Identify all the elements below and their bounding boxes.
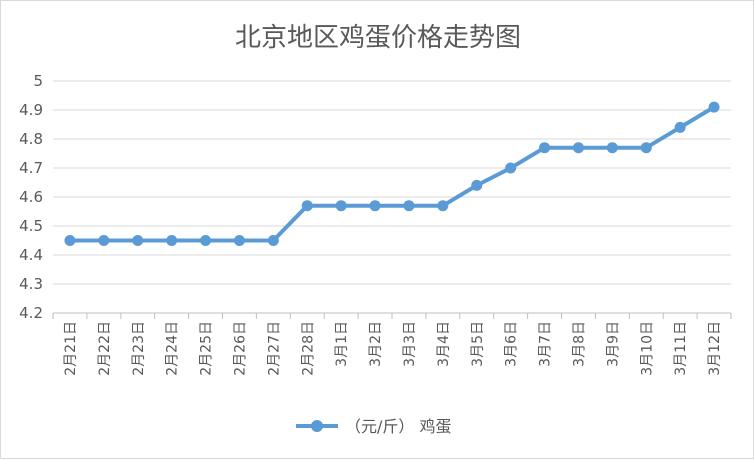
legend: （元/斤） 鸡蛋 — [296, 417, 451, 436]
series-layer — [64, 101, 720, 246]
x-tick-label: 3月2日 — [368, 321, 384, 367]
data-point — [572, 142, 584, 154]
data-point — [132, 235, 144, 246]
series-line — [69, 105, 716, 243]
data-point — [267, 235, 279, 246]
data-point — [369, 200, 381, 212]
x-tick-label: 3月8日 — [571, 321, 587, 367]
data-point — [98, 235, 110, 246]
data-point — [200, 235, 212, 246]
y-tick-label: 4.9 — [19, 101, 43, 119]
x-tick-label: 2月25日 — [199, 321, 215, 376]
x-tick-label: 2月28日 — [300, 321, 316, 376]
x-tick-label: 3月4日 — [436, 321, 452, 367]
x-tick-label: 2月27日 — [266, 321, 282, 376]
x-tick-label: 3月7日 — [538, 321, 554, 367]
data-point — [403, 200, 415, 212]
data-point — [674, 121, 686, 133]
data-point — [606, 142, 618, 154]
x-tick-label: 3月5日 — [470, 321, 486, 367]
legend-point-marker — [311, 420, 323, 432]
grid-lines — [53, 80, 731, 314]
y-tick-label: 4.5 — [19, 217, 43, 235]
x-tick-label: 3月10日 — [639, 321, 655, 376]
y-tick-label: 4.8 — [19, 130, 43, 148]
y-tick-label: 4.3 — [19, 275, 43, 293]
data-point — [640, 142, 652, 154]
x-axis: 2月21日 2月22日 2月23日 2月24日 2月25日 2月26日 2月27日 2月28日… — [52, 313, 732, 376]
x-tick-label: 3月3日 — [402, 321, 418, 367]
x-tick-label: 3月6日 — [504, 321, 520, 367]
data-point — [505, 162, 517, 174]
x-tick-label: 2月23日 — [131, 321, 147, 376]
data-point — [301, 200, 313, 212]
y-tick-label: 4.4 — [19, 246, 43, 264]
y-tick-label: 4.7 — [19, 159, 43, 177]
data-point — [166, 235, 178, 246]
data-point — [437, 200, 449, 212]
y-tick-label: 4.2 — [19, 304, 43, 322]
x-tick-label: 2月21日 — [63, 321, 79, 376]
data-point — [708, 101, 720, 113]
x-tick-label: 2月26日 — [232, 321, 248, 376]
data-point — [335, 200, 347, 212]
chart-title: 北京地区鸡蛋价格走势图 — [235, 23, 521, 53]
x-tick-label: 2月22日 — [97, 321, 113, 376]
x-tick-label: 3月11日 — [673, 321, 689, 376]
x-tick-label: 3月9日 — [605, 321, 621, 367]
y-tick-label: 4.6 — [19, 188, 43, 206]
data-point — [471, 179, 483, 191]
y-tick-label: 5 — [33, 72, 43, 90]
data-point — [64, 235, 76, 246]
y-axis: 4.2 4.3 4.4 4.5 4.6 4.7 4.8 4.9 5 — [19, 72, 43, 322]
x-tick-label: 3月1日 — [334, 321, 350, 367]
legend-label: （元/斤） 鸡蛋 — [345, 417, 451, 436]
x-tick-label: 2月24日 — [165, 321, 181, 376]
data-point — [539, 142, 551, 154]
x-tick-label: 3月12日 — [707, 321, 723, 376]
data-point — [233, 235, 245, 246]
